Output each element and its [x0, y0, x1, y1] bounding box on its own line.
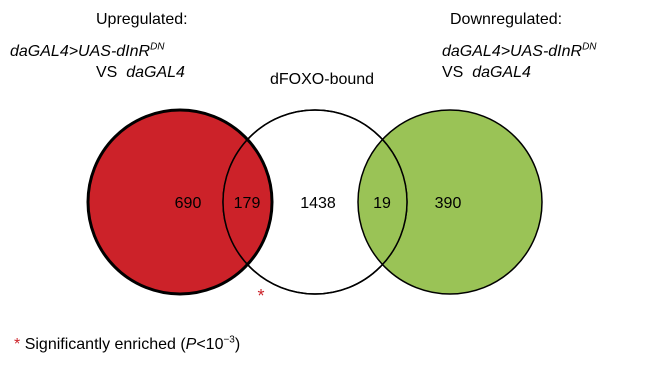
legend: * Significantly enriched (P<10−3) — [14, 334, 241, 354]
significance-marker: * — [257, 286, 264, 306]
downregulated-genotype-sup: DN — [582, 41, 597, 53]
legend-p-symbol: P — [185, 336, 197, 353]
downregulated-driver: daGAL4 — [472, 64, 531, 81]
legend-text: Significantly enriched ( — [24, 336, 186, 353]
downregulated-circle — [358, 110, 542, 294]
downregulated-heading: Downregulated: — [450, 11, 563, 28]
count-dfoxo-only: 1438 — [300, 195, 336, 212]
count-upregulated-only: 690 — [175, 195, 202, 212]
dfoxo-heading: dFOXO-bound — [270, 71, 375, 88]
upregulated-circle — [88, 110, 272, 294]
legend-exponent: −3 — [223, 334, 235, 346]
upregulated-vs: VS — [96, 64, 118, 81]
upregulated-genotype-sup: DN — [150, 41, 165, 53]
downregulated-vs: VS — [442, 64, 464, 81]
count-downregulated-only: 390 — [435, 195, 462, 212]
legend-star: * — [14, 336, 21, 353]
upregulated-control: VS daGAL4 — [96, 63, 185, 83]
upregulated-heading: Upregulated: — [96, 11, 188, 28]
count-up-dfoxo-overlap: 179 — [234, 195, 261, 212]
downregulated-condition: daGAL4>UAS-dInRDN — [442, 42, 597, 62]
upregulated-genotype: daGAL4>UAS-dInR — [10, 43, 151, 60]
upregulated-outline — [86, 108, 274, 296]
legend-close: ) — [234, 336, 241, 353]
legend-threshold: <10 — [196, 336, 224, 353]
upregulated-driver: daGAL4 — [126, 64, 185, 81]
count-dfoxo-down-overlap: 19 — [373, 195, 391, 212]
downregulated-outline — [357, 109, 543, 295]
downregulated-control: VS daGAL4 — [442, 63, 531, 83]
downregulated-genotype: daGAL4>UAS-dInR — [442, 43, 583, 60]
upregulated-condition: daGAL4>UAS-dInRDN — [10, 42, 165, 62]
dfoxo-outline — [222, 109, 408, 295]
